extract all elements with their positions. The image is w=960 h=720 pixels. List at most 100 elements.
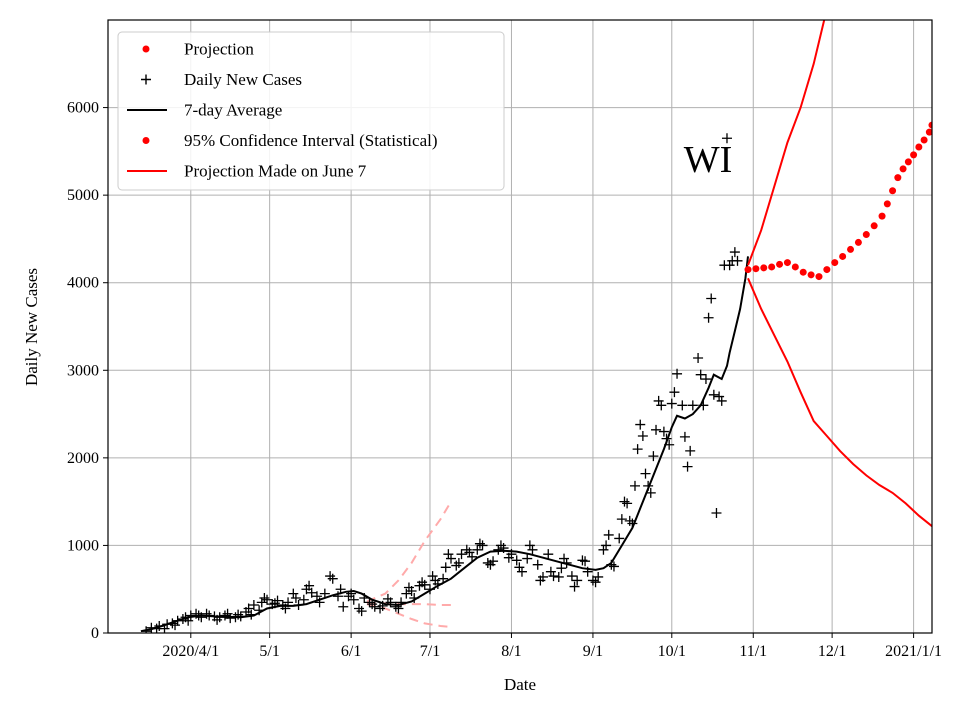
daily-cases-point (677, 400, 688, 411)
legend-swatch-dot (142, 137, 150, 144)
projection-point (910, 151, 918, 159)
daily-cases-point (288, 588, 299, 599)
daily-cases-point (553, 571, 564, 582)
projection-point (783, 259, 791, 267)
daily-cases-point (272, 595, 283, 606)
daily-cases-point (685, 445, 696, 456)
daily-cases-point (243, 603, 254, 614)
daily-cases-point (474, 538, 485, 549)
daily-cases-point (396, 597, 407, 608)
june7-projection-line-0 (366, 501, 452, 603)
projection-point (883, 200, 891, 208)
daily-cases-point (679, 431, 690, 442)
daily-cases-point (635, 419, 646, 430)
projection-point (904, 158, 912, 166)
daily-cases-point (385, 597, 396, 608)
daily-cases-point (356, 606, 367, 617)
daily-cases-point (219, 610, 230, 621)
daily-cases-point (587, 575, 598, 586)
daily-cases-point (493, 544, 504, 555)
daily-cases-point (624, 515, 635, 526)
daily-cases-point (495, 540, 506, 551)
projection-point (823, 266, 831, 274)
daily-cases-point (456, 549, 467, 560)
daily-cases-point (616, 514, 627, 525)
projection-point (791, 263, 799, 271)
projection-point (760, 264, 768, 272)
projection-point (847, 245, 855, 253)
daily-cases-point (427, 571, 438, 582)
x-tick-label: 11/1 (739, 643, 767, 660)
x-tick-label: 5/1 (259, 643, 279, 660)
daily-cases-point (682, 461, 693, 472)
june7-projection-line-2 (366, 603, 452, 628)
y-tick-label: 6000 (67, 100, 99, 117)
daily-cases-point (290, 592, 301, 603)
daily-cases-point (348, 594, 359, 605)
projection-point (831, 259, 839, 267)
daily-cases-point (369, 601, 380, 612)
x-tick-label: 7/1 (420, 643, 440, 660)
daily-cases-point (306, 587, 317, 598)
x-tick-label: 6/1 (341, 643, 361, 660)
daily-cases-point (532, 559, 543, 570)
legend-label: Daily New Cases (184, 70, 302, 89)
projection-point (862, 231, 870, 239)
projection-point (768, 263, 776, 271)
daily-cases-point (593, 571, 604, 582)
projection-point (899, 165, 907, 173)
y-tick-label: 5000 (67, 187, 99, 204)
seven-day-average-line (140, 256, 749, 633)
daily-cases-point (390, 601, 401, 612)
daily-cases-point (522, 553, 533, 564)
daily-cases-point (711, 508, 722, 519)
daily-cases-point (259, 592, 270, 603)
projection-point (889, 187, 897, 195)
axes: 2020/4/1 5/1 6/1 7/1 8/1 9/1 10/1 11/1 12/1 2021/… (67, 100, 942, 660)
daily-cases-point (343, 591, 354, 602)
legend-label: 95% Confidence Interval (Statistical) (184, 131, 438, 150)
daily-cases-point (225, 613, 236, 624)
plot-area (140, 20, 932, 633)
daily-cases-point (566, 571, 577, 582)
daily-cases-point (695, 369, 706, 380)
daily-cases-point (559, 553, 570, 564)
projection-point (807, 271, 815, 279)
projection-point (815, 273, 823, 281)
legend-swatch-plus (141, 74, 151, 85)
daily-cases-point (706, 293, 717, 304)
daily-cases-point (590, 577, 601, 588)
daily-cases-point (619, 496, 630, 507)
daily-cases-point (325, 571, 336, 582)
x-tick-label: 10/1 (658, 643, 686, 660)
projection-point (776, 260, 784, 268)
daily-cases-point (511, 555, 522, 566)
plot-frame (107, 19, 933, 634)
projection-point (878, 212, 886, 220)
daily-cases-point (601, 540, 612, 551)
daily-cases-point (637, 430, 648, 441)
daily-cases-point (572, 575, 583, 586)
projection-point (928, 121, 932, 129)
daily-cases-point (524, 540, 535, 551)
y-tick-label: 0 (91, 625, 99, 642)
daily-cases-point (248, 599, 259, 610)
y-tick-label: 4000 (67, 275, 99, 292)
daily-cases-point (708, 389, 719, 400)
daily-cases-point (640, 468, 651, 479)
y-tick-label: 3000 (67, 362, 99, 379)
ci-lower-line (747, 277, 932, 527)
daily-cases-point (716, 395, 727, 406)
daily-cases-point (406, 585, 417, 596)
daily-cases-point (516, 566, 527, 577)
x-axis-title: Date (504, 675, 536, 694)
x-tick-label: 8/1 (501, 643, 521, 660)
daily-cases-point (298, 594, 309, 605)
daily-cases-point (419, 579, 430, 590)
daily-cases-point (477, 540, 488, 551)
daily-cases-point (514, 562, 525, 573)
daily-cases-point (201, 608, 212, 619)
daily-cases-point (196, 612, 207, 623)
ci-upper-line (747, 20, 826, 266)
